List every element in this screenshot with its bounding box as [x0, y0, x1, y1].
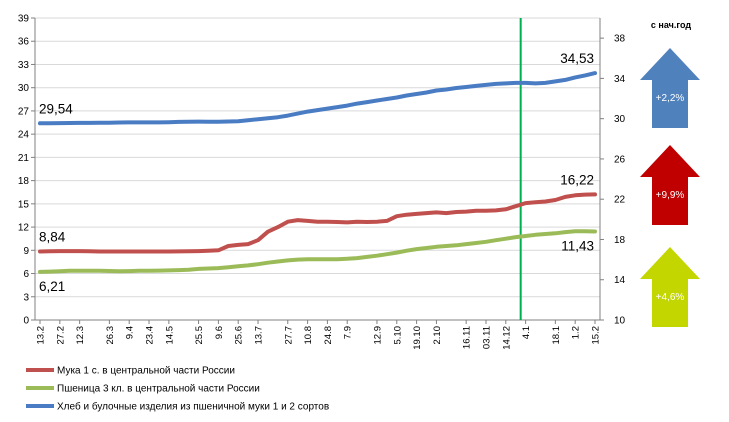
axes: 0369121518212427303336391014182226303438…	[18, 14, 626, 350]
left-tick-label: 15	[18, 199, 30, 210]
x-tick-label: 4.1	[521, 326, 532, 339]
x-tick-label: 9.6	[214, 326, 225, 339]
x-tick-label: 25.6	[234, 326, 245, 345]
right-tick-label: 30	[614, 114, 626, 125]
arrow-change-label: +2,2%	[656, 93, 685, 104]
x-tick-label: 12.9	[372, 326, 383, 345]
x-tick-label: 24.8	[323, 326, 334, 345]
left-tick-label: 9	[23, 246, 29, 257]
left-tick-label: 3	[23, 292, 29, 303]
x-tick-label: 19.10	[412, 326, 423, 350]
x-tick-label: 5.10	[392, 326, 403, 345]
right-tick-label: 38	[614, 34, 626, 45]
series-lines	[38, 71, 597, 274]
data-label: 34,53	[560, 51, 594, 66]
series-line-1	[38, 192, 597, 254]
left-tick-label: 24	[18, 130, 30, 141]
x-tick-label: 13.7	[254, 326, 265, 345]
x-tick-label: 9.4	[125, 326, 136, 339]
left-tick-label: 0	[23, 316, 29, 327]
right-tick-label: 34	[614, 74, 626, 85]
x-tick-label: 7.9	[343, 326, 354, 339]
left-tick-label: 6	[23, 269, 29, 280]
x-tick-label: 25.5	[194, 326, 205, 345]
x-tick-label: 14.5	[164, 326, 175, 345]
grid-lines	[35, 17, 600, 321]
data-label: 8,84	[39, 230, 66, 245]
data-labels: 29,54 34,53 8,84 16,22 6,21 11,43	[39, 51, 594, 294]
legend: Мука 1 с. в центральной части России Пшен…	[26, 366, 329, 413]
side-panel: с нач.год +2,2% +9,9% +4,6%	[640, 20, 700, 327]
left-tick-label: 36	[18, 37, 30, 48]
up-arrow-icon	[640, 48, 700, 128]
right-tick-label: 18	[614, 235, 626, 246]
x-tick-label: 12.3	[75, 326, 86, 345]
series-line-0	[38, 71, 597, 126]
side-panel-title: с нач.год	[651, 20, 691, 30]
data-label: 29,54	[39, 101, 73, 116]
x-tick-label: 18.1	[551, 326, 562, 345]
right-tick-label: 26	[614, 154, 626, 165]
left-tick-label: 18	[18, 176, 30, 187]
left-tick-label: 21	[18, 153, 30, 164]
left-tick-label: 39	[18, 14, 30, 25]
x-tick-label: 15.2	[591, 326, 602, 345]
x-tick-label: 2.10	[432, 326, 443, 345]
data-label: 16,22	[560, 172, 594, 187]
data-label: 6,21	[39, 279, 65, 294]
x-tick-label: 16.11	[462, 326, 473, 349]
left-tick-label: 12	[18, 223, 30, 234]
right-tick-label: 14	[614, 275, 626, 286]
up-arrow-icon	[640, 247, 700, 327]
left-tick-label: 27	[18, 106, 30, 117]
x-tick-label: 14.12	[501, 326, 512, 350]
x-tick-label: 26.3	[105, 326, 116, 345]
series-line-2	[38, 229, 597, 274]
x-tick-label: 27.2	[55, 326, 66, 345]
arrow-change-label: +9,9%	[656, 190, 685, 201]
legend-label: Мука 1 с. в центральной части России	[57, 366, 235, 377]
x-tick-label: 10.8	[303, 326, 314, 345]
legend-label: Хлеб и булочные изделия из пшеничной мук…	[57, 401, 329, 413]
right-tick-label: 22	[614, 195, 626, 206]
left-tick-label: 33	[18, 60, 30, 71]
x-tick-label: 27.7	[283, 326, 294, 345]
arrow-change-label: +4,6%	[656, 292, 685, 303]
right-tick-label: 10	[614, 316, 626, 327]
x-tick-label: 13.2	[36, 326, 47, 345]
x-tick-label: 1.2	[571, 326, 582, 339]
legend-label: Пшеница 3 кл. в центральной части России	[57, 384, 260, 395]
data-label: 11,43	[561, 238, 594, 253]
x-tick-label: 03.11	[481, 326, 492, 349]
up-arrow-icon	[640, 145, 700, 225]
left-tick-label: 30	[18, 83, 30, 94]
x-tick-label: 23.4	[145, 326, 156, 345]
